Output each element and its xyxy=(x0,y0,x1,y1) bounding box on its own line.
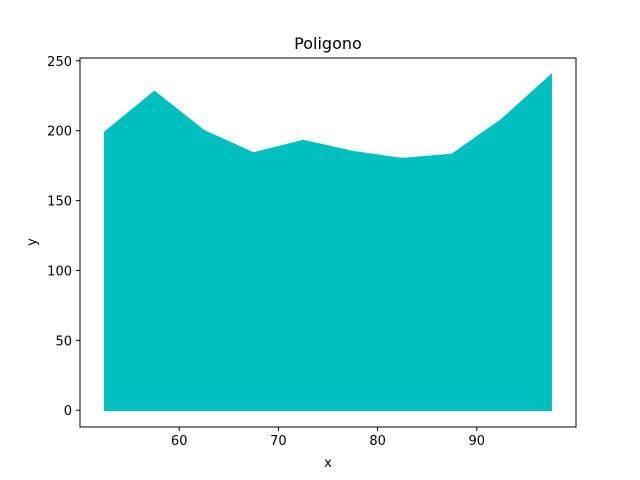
x-tick-label: 80 xyxy=(369,434,386,449)
x-axis-ticks: 60 70 80 90 xyxy=(171,427,485,449)
y-tick-label: 50 xyxy=(55,334,72,349)
y-tick-label: 200 xyxy=(47,125,72,140)
y-tick-label: 0 xyxy=(64,404,72,419)
y-tick-label: 250 xyxy=(47,55,72,70)
x-tick-label: 70 xyxy=(270,434,287,449)
y-axis-ticks: 0 50 100 150 200 250 xyxy=(47,55,80,419)
area-polygon xyxy=(104,73,552,411)
x-axis-label: x xyxy=(324,456,332,471)
x-tick-label: 90 xyxy=(469,434,486,449)
y-tick-label: 150 xyxy=(47,195,72,210)
y-tick-label: 100 xyxy=(47,264,72,279)
plot-frame xyxy=(79,57,577,428)
y-axis-label: y xyxy=(25,238,40,246)
chart-title: Poligono xyxy=(294,34,362,53)
x-tick-label: 60 xyxy=(171,434,188,449)
